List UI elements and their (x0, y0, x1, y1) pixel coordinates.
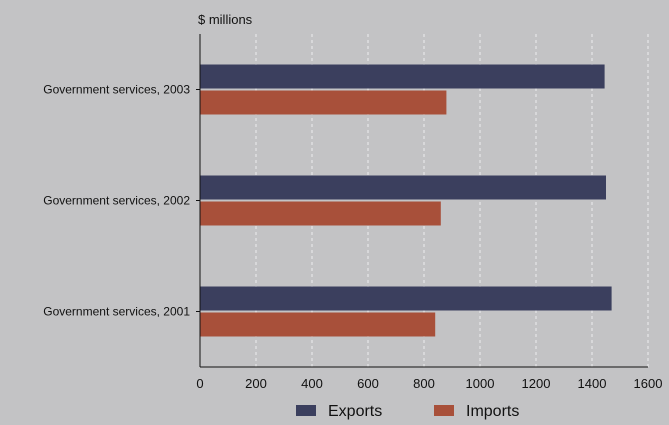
legend-swatch-imports (434, 405, 454, 416)
x-tick-labels: 0 200 400 600 800 1000 1200 1400 1600 (196, 376, 662, 391)
category-labels: Government services, 2003 Government serv… (43, 83, 190, 319)
legend-swatch-exports (296, 405, 316, 416)
x-tick-label: 1600 (634, 376, 663, 391)
bar-exports (200, 64, 605, 89)
legend-label-exports: Exports (328, 403, 382, 420)
bar-imports (200, 201, 441, 226)
category-label: Government services, 2002 (43, 194, 190, 208)
bar-imports (200, 312, 436, 337)
legend-label-imports: Imports (466, 403, 519, 420)
x-tick-label: 1000 (466, 376, 495, 391)
legend: Exports Imports (296, 403, 519, 420)
x-tick-label: 1200 (522, 376, 551, 391)
unit-label: $ millions (198, 12, 253, 27)
x-tick-label: 0 (196, 376, 203, 391)
gridlines (255, 34, 649, 367)
x-tick-label: 600 (357, 376, 379, 391)
bar-imports (200, 90, 447, 115)
category-label: Government services, 2003 (43, 83, 190, 97)
x-tick-label: 800 (413, 376, 435, 391)
category-label: Government services, 2001 (43, 305, 190, 319)
bar-exports (200, 286, 612, 311)
bar-exports (200, 175, 606, 200)
axes (196, 34, 648, 368)
bars (200, 64, 612, 337)
x-tick-label: 200 (245, 376, 267, 391)
x-tick-label: 1400 (578, 376, 607, 391)
x-tick-label: 400 (301, 376, 323, 391)
